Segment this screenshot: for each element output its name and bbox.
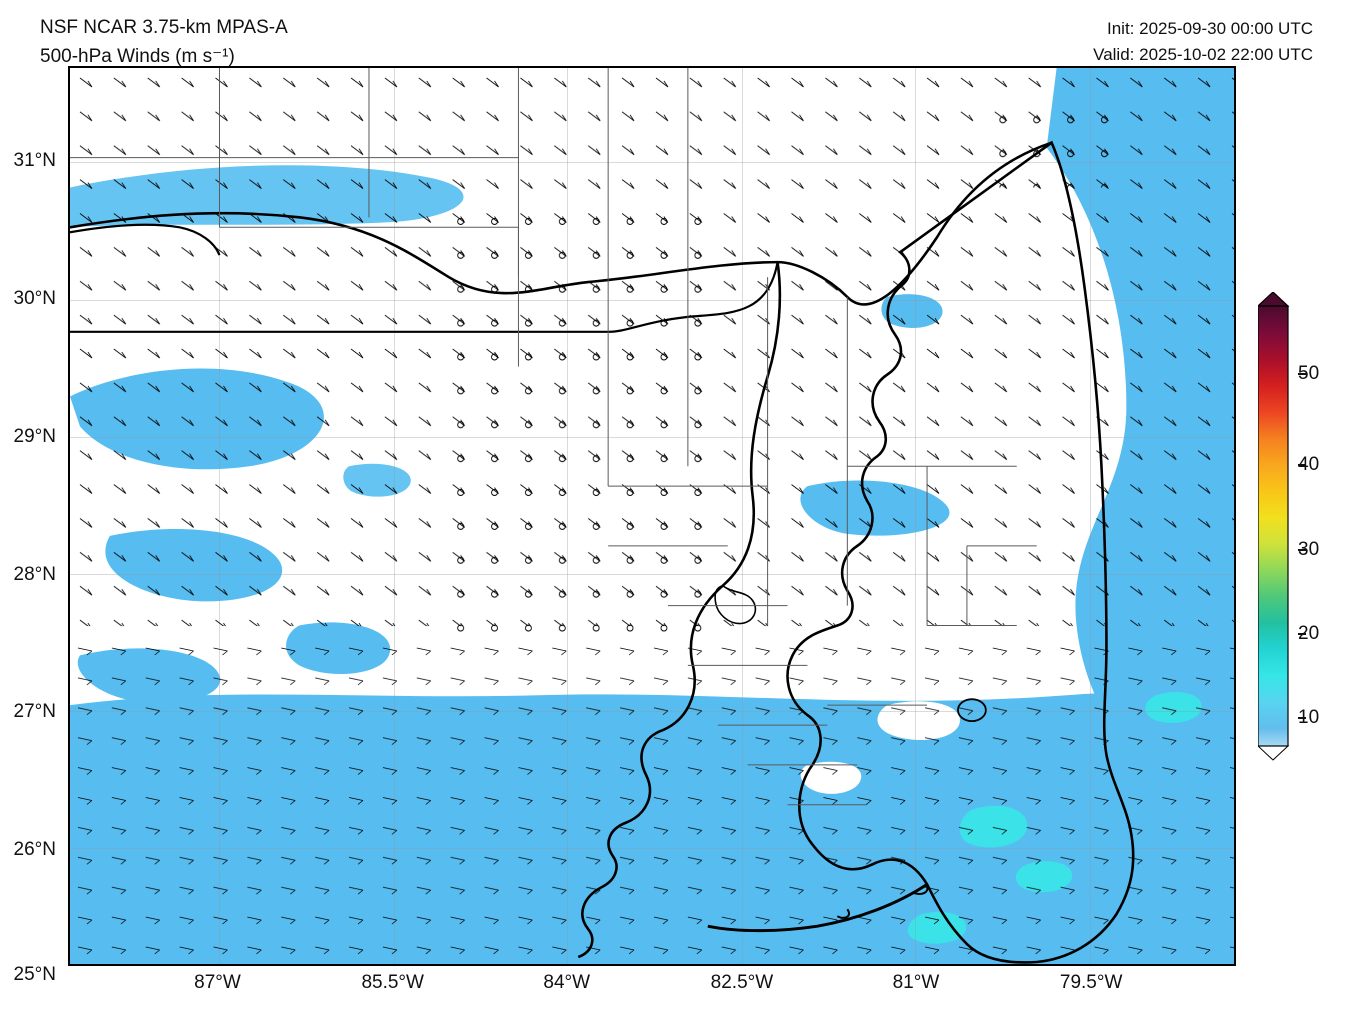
coastline-borders xyxy=(70,68,1234,964)
lon-label-1: 85.5°W xyxy=(361,972,424,994)
colorbar-tick-50: 50 xyxy=(1298,363,1319,385)
lon-label-4: 81°W xyxy=(893,972,940,994)
colorbar-legend[interactable]: 50 40 30 20 10 [m s⁻¹] xyxy=(1258,292,1353,762)
lat-label-4: 27°N xyxy=(14,701,56,723)
map-plot-area[interactable] xyxy=(68,66,1236,966)
colorbar-tick-40: 40 xyxy=(1298,454,1319,476)
colorbar-tick-30: 30 xyxy=(1298,539,1319,561)
lat-label-2: 29°N xyxy=(14,426,56,448)
chart-title-block: NSF NCAR 3.75-km MPAS-A 500-hPa Winds (m… xyxy=(40,14,288,71)
lat-label-3: 28°N xyxy=(14,564,56,586)
init-label: Init: 2025-09-30 00:00 UTC xyxy=(1093,16,1313,42)
colorbar-tick-20: 20 xyxy=(1298,623,1319,645)
colorbar-tick-10: 10 xyxy=(1298,707,1319,729)
longitude-axis: 87°W 85.5°W 84°W 82.5°W 81°W 79.5°W xyxy=(68,966,1236,1006)
lat-label-0: 31°N xyxy=(14,150,56,172)
lat-label-1: 30°N xyxy=(14,288,56,310)
lon-label-0: 87°W xyxy=(194,972,241,994)
lon-label-3: 82.5°W xyxy=(711,972,774,994)
latitude-axis: 31°N 30°N 29°N 28°N 27°N 26°N 25°N xyxy=(0,66,64,966)
valid-label: Valid: 2025-10-02 22:00 UTC xyxy=(1093,42,1313,68)
lon-label-5: 79.5°W xyxy=(1060,972,1123,994)
init-valid-block: Init: 2025-09-30 00:00 UTC Valid: 2025-1… xyxy=(1093,16,1313,69)
lat-label-6: 25°N xyxy=(14,964,56,986)
lat-label-5: 26°N xyxy=(14,839,56,861)
title-line1: NSF NCAR 3.75-km MPAS-A xyxy=(40,14,288,43)
lon-label-2: 84°W xyxy=(543,972,590,994)
